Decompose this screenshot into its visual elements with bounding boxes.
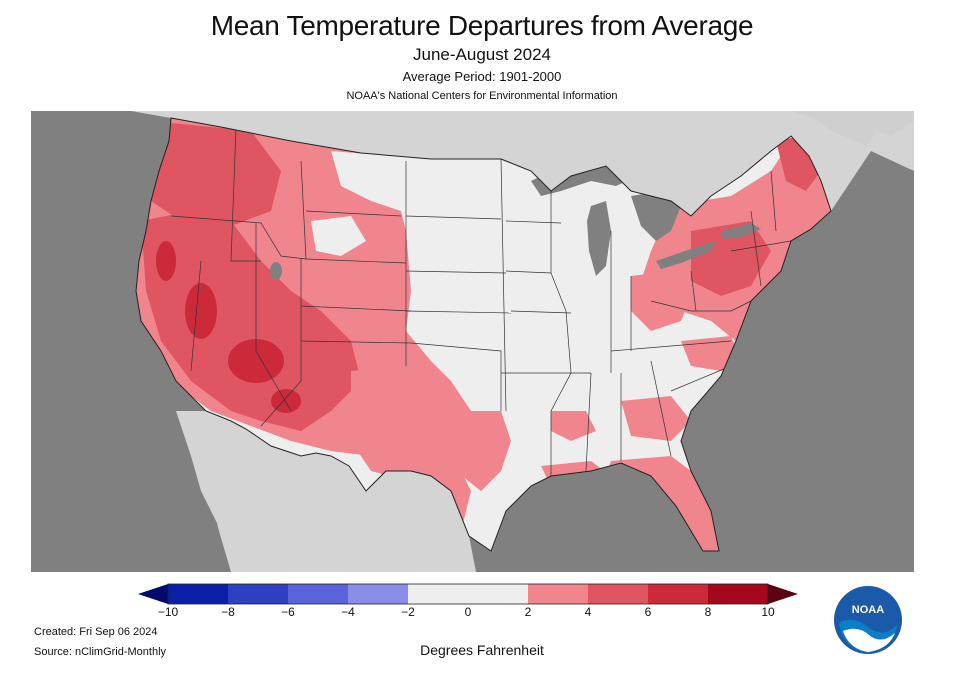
lake-ontario bbox=[721, 223, 761, 239]
legend-swatch bbox=[168, 584, 228, 604]
mississippi-warm-patch bbox=[551, 411, 596, 441]
organization-credit: NOAA's National Centers for Environmenta… bbox=[346, 90, 618, 102]
mid-atlantic-warm bbox=[691, 221, 771, 296]
baja-peninsula bbox=[199, 416, 246, 572]
southwest-warm-region bbox=[141, 211, 361, 431]
maine-warm bbox=[776, 136, 821, 191]
alabama-georgia-warm bbox=[621, 396, 691, 441]
legend-tick-label: −4 bbox=[341, 605, 355, 619]
nevada-hot-spot bbox=[185, 283, 217, 339]
legend-tick-label: 10 bbox=[761, 605, 775, 619]
arizona-hot-spot bbox=[271, 389, 301, 413]
legend-swatch bbox=[468, 584, 528, 604]
lake-erie bbox=[656, 241, 716, 269]
pacific-northwest-warm bbox=[151, 121, 281, 226]
us-outline bbox=[135, 117, 832, 552]
legend-tick-label: −2 bbox=[401, 605, 415, 619]
legend-tick-label: 6 bbox=[644, 605, 652, 619]
legend-tick-label: −6 bbox=[281, 605, 295, 619]
great-salt-lake bbox=[270, 262, 282, 280]
canada-east-land bbox=[791, 111, 914, 146]
carolinas-warm bbox=[681, 336, 741, 371]
lake-michigan bbox=[587, 201, 611, 276]
ohio-valley-warm bbox=[631, 271, 691, 331]
map-subtitle: June-August 2024 bbox=[413, 45, 551, 64]
legend-swatch bbox=[348, 584, 408, 604]
northern-plains-normal bbox=[331, 151, 411, 211]
legend-tick-label: 0 bbox=[464, 605, 472, 619]
legend-swatch bbox=[288, 584, 348, 604]
noaa-logo-text: NOAA bbox=[852, 604, 884, 616]
legend-right-arrow bbox=[768, 584, 798, 604]
legend-swatch bbox=[228, 584, 288, 604]
southwest-hot-spot bbox=[228, 339, 284, 383]
legend-swatch bbox=[588, 584, 648, 604]
state-borders bbox=[170, 127, 792, 486]
legend-tick-label: 8 bbox=[704, 605, 712, 619]
legend-tick-label: 4 bbox=[584, 605, 592, 619]
canada-land bbox=[31, 111, 914, 216]
mexico-land bbox=[176, 411, 476, 572]
legend-swatch bbox=[408, 584, 468, 604]
legend-tick-label: −8 bbox=[221, 605, 235, 619]
wyoming-normal-patch bbox=[311, 216, 366, 256]
average-period: Average Period: 1901-2000 bbox=[402, 69, 562, 84]
texas-gulf-warm bbox=[441, 411, 511, 491]
legend-swatch bbox=[528, 584, 588, 604]
created-date: Created: Fri Sep 06 2024 bbox=[34, 626, 158, 638]
lake-huron bbox=[631, 191, 681, 241]
legend-left-arrow bbox=[138, 584, 168, 604]
legend-units: Degrees Fahrenheit bbox=[420, 642, 544, 658]
data-source: Source: nClimGrid-Monthly bbox=[34, 646, 167, 658]
temperature-map bbox=[31, 111, 914, 572]
legend-swatch bbox=[708, 584, 768, 604]
legend-tick-label: 2 bbox=[524, 605, 532, 619]
noaa-logo-icon: NOAA bbox=[833, 585, 903, 655]
map-title: Mean Temperature Departures from Average bbox=[210, 10, 754, 41]
color-legend bbox=[138, 582, 798, 606]
legend-swatch bbox=[648, 584, 708, 604]
legend-tick-label: −10 bbox=[157, 605, 179, 619]
california-hot-spot bbox=[156, 241, 176, 281]
